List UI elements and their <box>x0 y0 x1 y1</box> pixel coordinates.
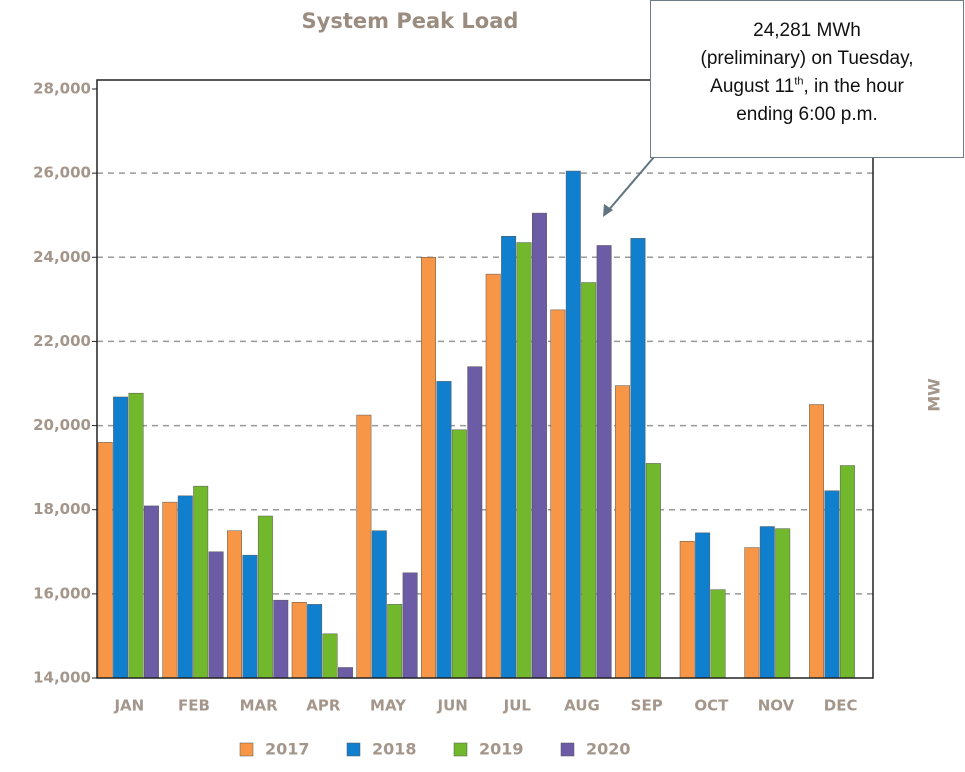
bar <box>113 396 129 679</box>
bar <box>615 385 630 679</box>
bar <box>291 602 307 679</box>
bar <box>467 366 483 679</box>
bar <box>371 530 387 679</box>
bar <box>227 530 242 679</box>
bar <box>679 541 695 679</box>
bar <box>759 526 775 679</box>
bar <box>387 604 403 679</box>
bar <box>550 309 566 679</box>
y-tick-label: 16,000 <box>33 584 91 602</box>
y-tick-label: 18,000 <box>33 500 91 518</box>
chart-title: System Peak Load <box>302 9 519 33</box>
x-tick-label: AUG <box>564 697 600 715</box>
bar <box>208 551 224 679</box>
bar <box>824 490 840 679</box>
arrow-head <box>603 204 613 217</box>
y-tick-label: 14,000 <box>33 669 91 687</box>
plot-frame <box>96 79 874 679</box>
x-tick-label: JUL <box>503 697 532 715</box>
x-tick-label: JUN <box>437 697 468 715</box>
bar <box>273 599 289 679</box>
annotation-text: , in the hour <box>803 76 904 97</box>
x-tick-label: FEB <box>178 697 210 715</box>
bar <box>630 238 646 679</box>
bar <box>485 273 501 679</box>
x-tick-label: DEC <box>824 697 858 715</box>
bar <box>581 282 597 679</box>
bar <box>775 528 791 679</box>
annotation-text: August 11 <box>710 76 795 97</box>
x-tick-label: JAN <box>113 697 144 715</box>
bar <box>242 554 258 679</box>
annotation-line: August 11th, in the hour <box>651 73 963 101</box>
x-tick-label: NOV <box>758 697 795 715</box>
legend-label: 2020 <box>586 740 631 759</box>
legend-label: 2019 <box>479 740 524 759</box>
bar <box>356 414 372 679</box>
y-tick-label: 28,000 <box>33 80 91 98</box>
bar <box>421 257 437 679</box>
legend-label: 2017 <box>265 740 310 759</box>
y-tick-label: 20,000 <box>33 416 91 434</box>
bar <box>596 245 612 679</box>
bar <box>532 212 547 679</box>
bar <box>839 465 855 679</box>
annotation-line: (preliminary) on Tuesday, <box>700 48 914 69</box>
annotation-sup: th <box>794 75 804 88</box>
bar <box>809 404 824 679</box>
bar <box>565 170 581 679</box>
annotation-line: ending 6:00 p.m. <box>736 104 878 125</box>
annotation-line: 24,281 MWh <box>753 20 861 41</box>
bar <box>177 495 193 679</box>
annotation-arrow <box>606 149 661 213</box>
bar <box>451 429 467 679</box>
bar <box>128 392 144 679</box>
bar <box>501 236 517 679</box>
annotation: 24,281 MWh (preliminary) on Tuesday, Aug… <box>650 0 964 158</box>
x-tick-label: MAR <box>240 697 279 715</box>
legend-swatch <box>346 742 361 757</box>
y-tick-label: 26,000 <box>33 164 91 182</box>
bar <box>436 381 452 679</box>
x-tick-label: OCT <box>694 697 729 715</box>
bar <box>144 505 159 679</box>
bar <box>710 589 726 679</box>
x-tick-label: SEP <box>631 697 663 715</box>
legend-swatch <box>239 742 254 757</box>
bar <box>516 242 532 679</box>
bar <box>257 515 273 679</box>
x-tick-label: APR <box>306 697 341 715</box>
bar <box>744 547 760 679</box>
bar <box>695 532 711 679</box>
bar <box>97 442 113 679</box>
bar <box>322 633 338 679</box>
bar <box>338 667 353 679</box>
bar <box>193 485 209 679</box>
bar <box>307 604 323 679</box>
y-tick-label: 22,000 <box>33 332 91 350</box>
legend-swatch <box>453 742 468 757</box>
bar <box>162 501 178 679</box>
x-tick-label: MAY <box>370 697 407 715</box>
bar <box>645 463 661 679</box>
y-axis-label: MW <box>925 378 944 412</box>
legend-label: 2018 <box>372 740 417 759</box>
legend-swatch <box>560 742 575 757</box>
bar <box>402 572 418 679</box>
y-tick-label: 24,000 <box>33 248 91 266</box>
